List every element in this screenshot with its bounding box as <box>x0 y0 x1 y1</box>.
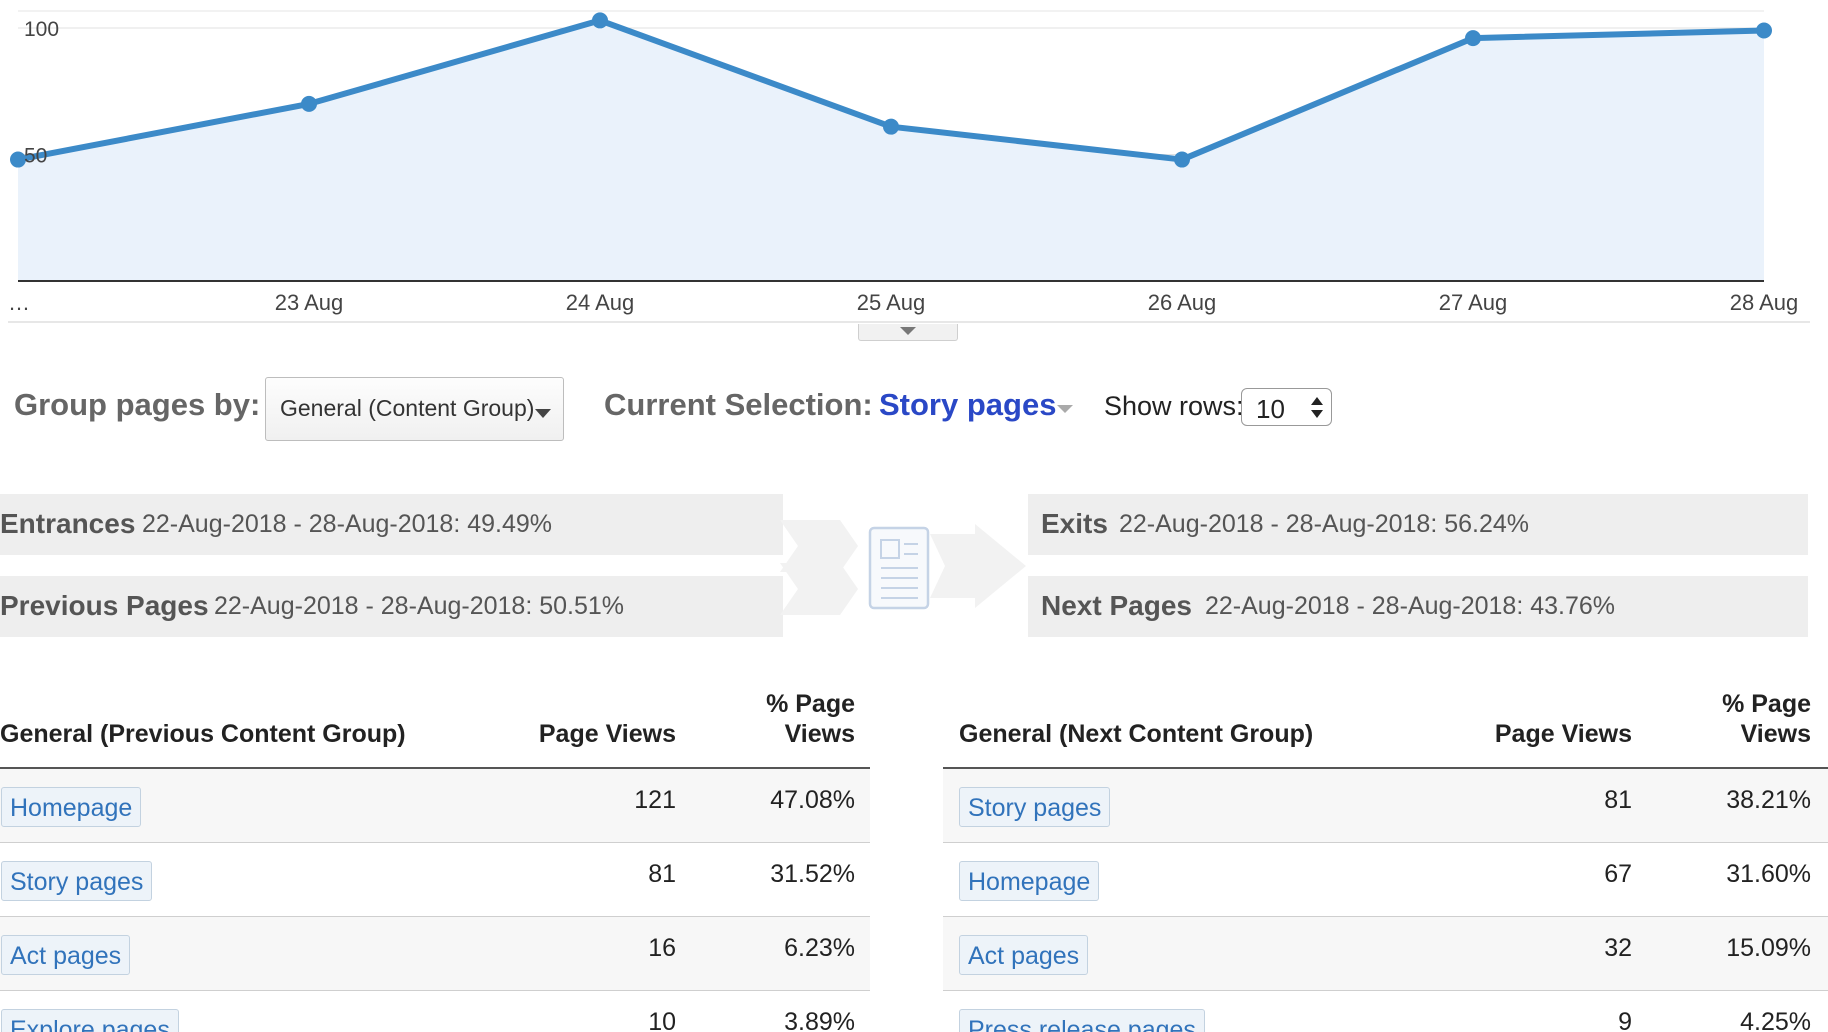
data-point <box>1465 30 1481 47</box>
column-header-group[interactable]: General (Previous Content Group) <box>0 720 406 748</box>
row-group-link[interactable]: Story pages <box>1 861 153 901</box>
column-header-group[interactable]: General (Next Content Group) <box>959 720 1314 748</box>
show-rows-value: 10 <box>1256 394 1285 424</box>
row-page-views: 81 <box>1604 786 1632 814</box>
chevron-down-icon <box>900 327 916 335</box>
page-flow-icon <box>780 520 1026 615</box>
y-tick-label: 100 <box>24 18 59 41</box>
row-pct-page-views: 4.25% <box>1740 1008 1811 1032</box>
page-views-chart: 100 50 … 23 Aug 24 Aug 25 Aug 26 Aug 27 Aug 28 A… <box>0 0 1828 345</box>
next-pages-bar: Next Pages 22-Aug-2018 - 28-Aug-2018: 43… <box>1028 576 1808 637</box>
row-pct-page-views: 6.23% <box>784 934 855 962</box>
table-row: Story pages 81 38.21% <box>943 769 1828 843</box>
entrances-bar: Entrances 22-Aug-2018 - 28-Aug-2018: 49.… <box>0 494 783 555</box>
data-point <box>1756 22 1772 39</box>
show-rows-label: Show rows: <box>1104 391 1244 421</box>
previous-pages-title: Previous Pages <box>0 590 209 621</box>
caret-down-icon <box>535 409 551 418</box>
table-row: Story pages 81 31.52% <box>0 843 870 917</box>
x-tick-label: 27 Aug <box>1439 290 1508 315</box>
current-selection-label: Current Selection: <box>604 387 873 422</box>
group-pages-value: General (Content Group) <box>280 395 535 421</box>
y-tick-label: 50 <box>24 145 47 168</box>
column-header-pct-line1[interactable]: % Page <box>1722 690 1811 718</box>
x-tick-label: 26 Aug <box>1148 290 1217 315</box>
column-header-pct-line1[interactable]: % Page <box>766 690 855 718</box>
x-tick-label: 24 Aug <box>566 290 635 315</box>
entrances-title: Entrances <box>0 508 136 539</box>
previous-content-table: General (Previous Content Group) Page Vi… <box>0 690 870 1032</box>
column-header-page-views[interactable]: Page Views <box>538 720 676 748</box>
data-point <box>10 151 26 168</box>
show-rows-select[interactable]: 10 <box>1241 388 1332 426</box>
chart-collapse-toggle[interactable] <box>858 324 958 341</box>
data-point <box>883 118 899 135</box>
row-page-views: 9 <box>1618 1008 1632 1032</box>
row-group-link[interactable]: Homepage <box>1 787 142 827</box>
row-page-views: 67 <box>1604 860 1632 888</box>
x-tick-label: 23 Aug <box>275 290 344 315</box>
data-point <box>301 95 317 112</box>
table-row: Press release pages 9 4.25% <box>943 991 1828 1032</box>
stepper-up-icon <box>1311 397 1323 405</box>
column-header-pct-line2[interactable]: Views <box>784 720 855 748</box>
previous-pages-bar: Previous Pages 22-Aug-2018 - 28-Aug-2018… <box>0 576 783 637</box>
table-header: General (Next Content Group) Page Views … <box>943 690 1828 769</box>
row-page-views: 16 <box>648 934 676 962</box>
next-pages-title: Next Pages <box>1041 590 1192 621</box>
x-tick-label: … <box>8 290 30 315</box>
row-group-link[interactable]: Act pages <box>1 935 131 975</box>
chart-area-fill <box>18 20 1764 281</box>
row-pct-page-views: 31.60% <box>1726 860 1811 888</box>
table-row: Homepage 67 31.60% <box>943 843 1828 917</box>
entrances-range: 22-Aug-2018 - 28-Aug-2018: 49.49% <box>142 510 553 538</box>
column-header-page-views[interactable]: Page Views <box>1494 720 1632 748</box>
row-group-link[interactable]: Act pages <box>959 935 1089 975</box>
row-pct-page-views: 31.52% <box>770 860 855 888</box>
caret-down-icon[interactable] <box>1057 405 1073 413</box>
data-point <box>1174 151 1190 168</box>
row-page-views: 10 <box>648 1008 676 1032</box>
row-group-link[interactable]: Story pages <box>959 787 1111 827</box>
row-group-link[interactable]: Explore pages <box>1 1009 179 1032</box>
column-header-pct-line2[interactable]: Views <box>1740 720 1811 748</box>
row-page-views: 121 <box>634 786 676 814</box>
row-pct-page-views: 47.08% <box>770 786 855 814</box>
table-row: Homepage 121 47.08% <box>0 769 870 843</box>
table-row: Act pages 32 15.09% <box>943 917 1828 991</box>
row-page-views: 81 <box>648 860 676 888</box>
table-header: General (Previous Content Group) Page Vi… <box>0 690 870 769</box>
next-content-table: General (Next Content Group) Page Views … <box>943 690 1828 1032</box>
x-tick-label: 28 Aug <box>1730 290 1799 315</box>
chart-canvas: 100 50 … 23 Aug 24 Aug 25 Aug 26 Aug 27 Aug 28 A… <box>8 10 1810 323</box>
row-pct-page-views: 3.89% <box>784 1008 855 1032</box>
row-group-link[interactable]: Homepage <box>959 861 1100 901</box>
group-pages-label: Group pages by: <box>14 387 261 422</box>
stepper-down-icon <box>1311 410 1323 418</box>
row-page-views: 32 <box>1604 934 1632 962</box>
group-pages-dropdown[interactable]: General (Content Group) <box>265 377 564 441</box>
data-point <box>592 12 608 29</box>
row-group-link[interactable]: Press release pages <box>959 1009 1205 1032</box>
x-tick-label: 25 Aug <box>857 290 926 315</box>
exits-range: 22-Aug-2018 - 28-Aug-2018: 56.24% <box>1119 510 1530 538</box>
row-pct-page-views: 15.09% <box>1726 934 1811 962</box>
next-pages-range: 22-Aug-2018 - 28-Aug-2018: 43.76% <box>1205 592 1616 620</box>
exits-bar: Exits 22-Aug-2018 - 28-Aug-2018: 56.24% <box>1028 494 1808 555</box>
current-selection-value[interactable]: Story pages <box>879 387 1057 422</box>
table-row: Explore pages 10 3.89% <box>0 991 870 1032</box>
row-pct-page-views: 38.21% <box>1726 786 1811 814</box>
exits-title: Exits <box>1041 508 1108 539</box>
previous-pages-range: 22-Aug-2018 - 28-Aug-2018: 50.51% <box>214 592 625 620</box>
table-row: Act pages 16 6.23% <box>0 917 870 991</box>
